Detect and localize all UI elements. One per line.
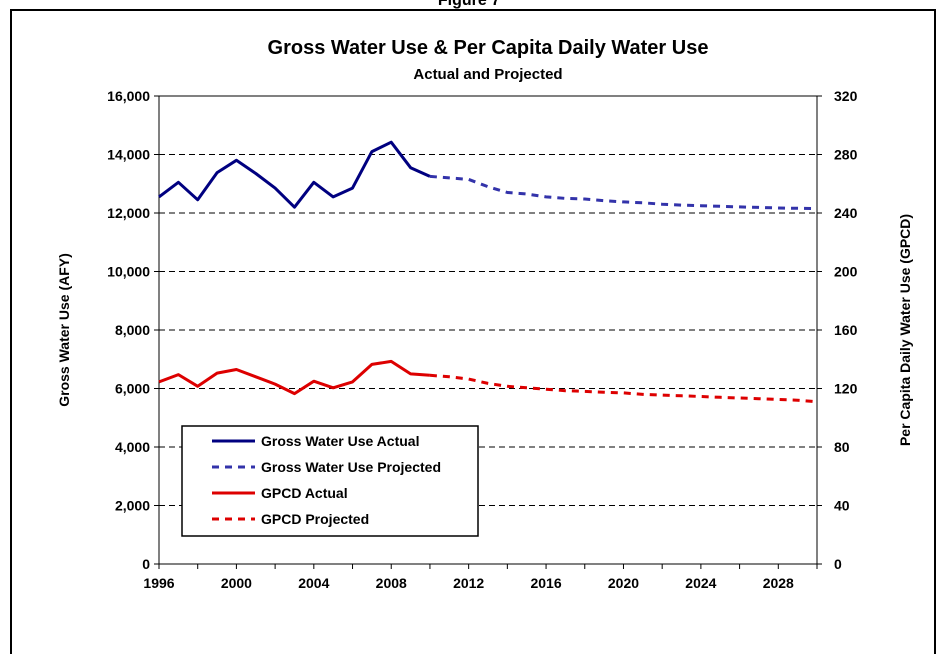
legend-label-gpcd-actual: GPCD Actual — [261, 485, 348, 501]
gross-water-use-actual-line — [158, 140, 431, 209]
y-right-tick-label: 320 — [834, 88, 858, 104]
x-tick-label: 2028 — [763, 575, 794, 591]
y-right-tick-label: 120 — [834, 381, 858, 397]
x-tick-label: 2024 — [685, 575, 716, 591]
y-right-tick-label: 80 — [834, 439, 850, 455]
x-tick-label: 2000 — [221, 575, 252, 591]
legend-label-gpcd-projected: GPCD Projected — [261, 511, 369, 527]
y-left-tick-label: 8,000 — [115, 322, 150, 338]
y-right-tick-label: 40 — [834, 498, 850, 514]
x-tick-label: 1996 — [143, 575, 174, 591]
chart-subtitle: Actual and Projected — [413, 66, 562, 83]
figure-heading: Figure 7 — [437, 0, 501, 9]
series — [158, 140, 818, 404]
legend: Gross Water Use Actual Gross Water Use P… — [181, 425, 479, 537]
y-right-tick-label: 280 — [834, 147, 858, 163]
y-left-tick-label: 6,000 — [115, 381, 150, 397]
x-tick-label: 2020 — [608, 575, 639, 591]
y-left-tick-label: 12,000 — [107, 205, 150, 221]
chart-title: Gross Water Use & Per Capita Daily Water… — [268, 37, 709, 59]
y-left-tick-label: 10,000 — [107, 264, 150, 280]
y-axis-right-label: Per Capita Daily Water Use (GPCD) — [897, 214, 913, 446]
y-left-tick-label: 4,000 — [115, 439, 150, 455]
y-right-tick-label: 240 — [834, 205, 858, 221]
x-tick-label: 2016 — [530, 575, 561, 591]
y-left-tick-label: 2,000 — [115, 498, 150, 514]
y-right-tick-label: 160 — [834, 322, 858, 338]
y-left-tick-label: 0 — [142, 556, 150, 572]
y-right-tick-label: 200 — [834, 264, 858, 280]
gpcd-actual-line — [158, 359, 431, 396]
y-left-tick-label: 16,000 — [107, 88, 150, 104]
x-tick-label: 2008 — [376, 575, 407, 591]
legend-label-gross-projected: Gross Water Use Projected — [261, 459, 441, 475]
axes: 0 2,000 4,000 6,000 8,000 10,000 12,000 14,000 1… — [107, 88, 857, 591]
legend-label-gross-actual: Gross Water Use Actual — [261, 433, 419, 449]
x-tick-label: 2012 — [453, 575, 484, 591]
figure-frame — [10, 9, 936, 654]
gpcd-projected-line — [429, 373, 818, 404]
y-right-tick-label: 0 — [834, 556, 842, 572]
gross-water-use-projected-line — [429, 174, 818, 211]
y-axis-left-label: Gross Water Use (AFY) — [56, 253, 72, 407]
x-tick-label: 2004 — [298, 575, 329, 591]
y-left-tick-label: 14,000 — [107, 147, 150, 163]
